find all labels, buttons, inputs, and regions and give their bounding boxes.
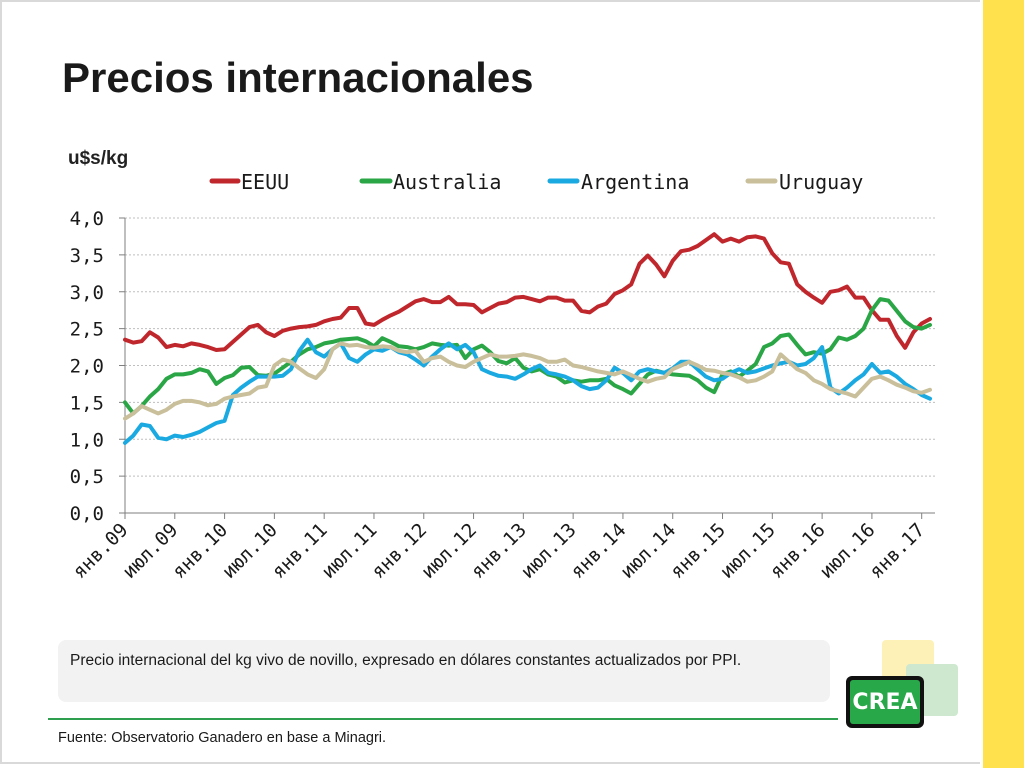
legend: EEUU Australia Argentina Uruguay [209,170,863,194]
series-line-eeuu [123,232,932,352]
legend-label-australia: Australia [393,170,501,194]
source-note: Fuente: Observatorio Ganadero en base a … [58,730,387,746]
yellow-side-bar [983,0,1024,768]
x-tick-label: янв.17 [865,519,929,583]
legend-label-uruguay: Uruguay [779,170,863,194]
slide-border [0,0,980,764]
crea-logo: CREA [846,676,924,728]
legend-label-argentina: Argentina [581,170,689,194]
series-line-uruguay [123,341,932,421]
series-lines [123,232,932,445]
axes: 0,00,51,01,52,02,53,03,54,0янв.09июл.09я… [68,208,935,583]
page-title: Precios internacionales [62,54,534,101]
y-tick-label: 3,0 [70,282,104,304]
series-line-argentina [123,337,932,445]
y-axis-unit-label: u$s/kg [68,148,129,169]
legend-label-eeuu: EEUU [241,170,289,194]
y-tick-label: 2,0 [70,356,104,378]
footer-divider [48,718,838,720]
y-tick-label: 0,0 [70,503,104,525]
crea-logo-text: CREA [850,680,920,724]
line-chart: 0,00,51,01,52,02,53,03,54,0янв.09июл.09я… [68,170,935,583]
y-tick-label: 0,5 [70,466,104,488]
y-tick-label: 1,5 [70,392,104,414]
y-tick-label: 4,0 [70,208,104,230]
chart-note: Precio internacional del kg vivo de novi… [58,640,830,702]
y-tick-label: 1,0 [70,429,104,451]
y-tick-label: 2,5 [70,319,104,341]
gridlines [125,217,935,477]
y-tick-label: 3,5 [70,245,104,267]
